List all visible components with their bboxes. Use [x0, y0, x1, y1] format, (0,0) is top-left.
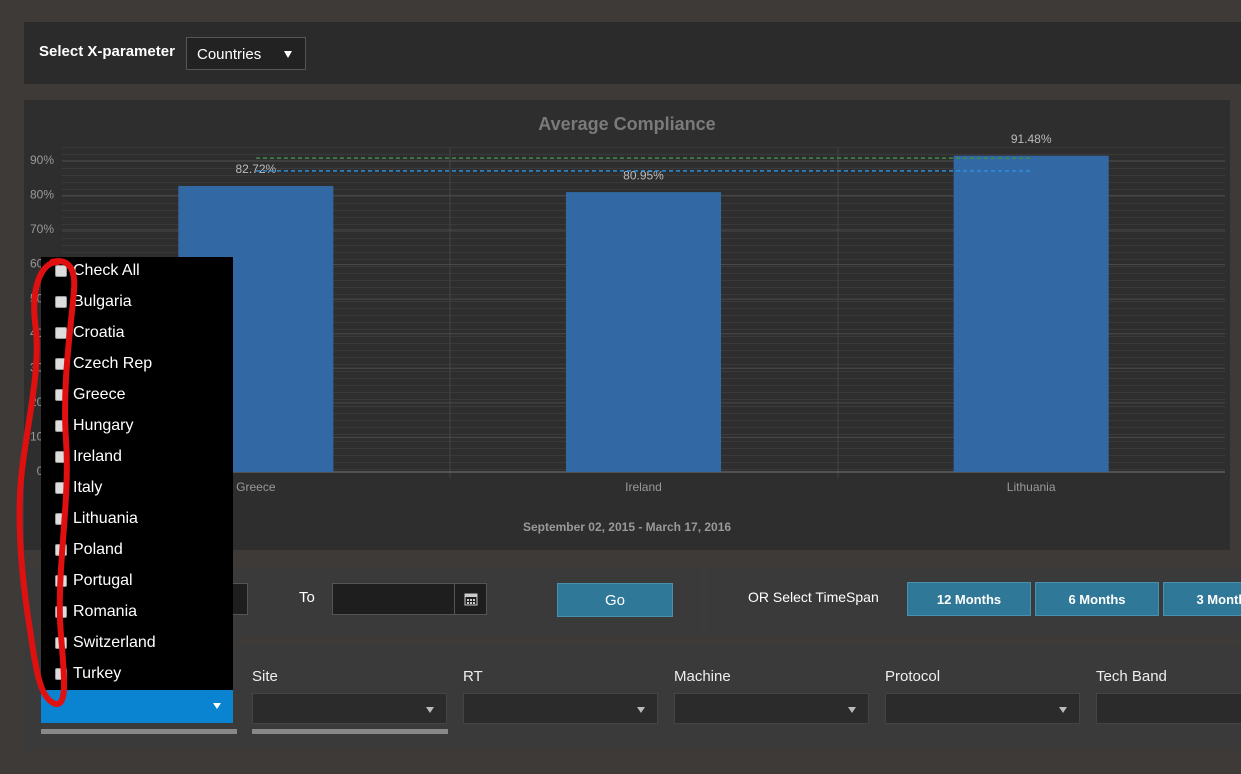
filter-label: RT: [463, 668, 483, 685]
dropdown-item[interactable]: Bulgaria: [55, 293, 132, 311]
checkbox[interactable]: [55, 544, 67, 556]
dropdown-item[interactable]: Italy: [55, 479, 102, 497]
value-label: 91.48%: [1011, 132, 1052, 146]
checkbox[interactable]: [55, 451, 67, 463]
select-arrow: [637, 707, 645, 713]
go-button[interactable]: Go: [557, 583, 673, 617]
checkbox[interactable]: [55, 327, 67, 339]
timespan-button[interactable]: 3 Months: [1163, 582, 1241, 616]
filter-select[interactable]: [252, 693, 447, 724]
select-underline: [252, 729, 448, 734]
top-bar: Select X-parameter Countries: [24, 22, 1241, 84]
item-label: Ireland: [73, 448, 122, 465]
value-label: 82.72%: [235, 162, 276, 176]
item-label: Czech Rep: [73, 355, 153, 372]
filter-select[interactable]: [674, 693, 869, 724]
dropdown-item[interactable]: Turkey: [55, 665, 121, 683]
dropdown-item[interactable]: Ireland: [55, 448, 122, 466]
select-arrow: [848, 707, 856, 713]
dropdown-item[interactable]: Switzerland: [55, 634, 156, 652]
x-tick-label: Ireland: [625, 480, 662, 494]
timespan-button[interactable]: 12 Months: [907, 582, 1031, 616]
timespan-button[interactable]: 6 Months: [1035, 582, 1159, 616]
filter-select[interactable]: [463, 693, 658, 724]
timespan-label: OR Select TimeSpan: [748, 589, 879, 605]
x-parameter-label: Select X-parameter: [39, 43, 175, 60]
calendar-button[interactable]: [454, 584, 486, 614]
y-tick-label: 70%: [30, 222, 54, 236]
to-date-input[interactable]: [332, 583, 487, 615]
dropdown-item[interactable]: Croatia: [55, 324, 125, 342]
filter-label: Site: [252, 668, 278, 685]
checkbox[interactable]: [55, 420, 67, 432]
checkbox[interactable]: [55, 358, 67, 370]
bar: [953, 155, 1109, 472]
to-label: To: [299, 589, 315, 606]
item-label: Portugal: [73, 572, 133, 589]
filter-select[interactable]: [1096, 693, 1241, 724]
filter-label: Tech Band: [1096, 668, 1167, 685]
dropdown-item[interactable]: Lithuania: [55, 510, 138, 528]
checkbox[interactable]: [55, 606, 67, 618]
select-arrow: [213, 703, 221, 709]
dropdown-item[interactable]: Portugal: [55, 572, 133, 590]
checkbox[interactable]: [55, 389, 67, 401]
select-arrow: [426, 707, 434, 713]
dropdown-item[interactable]: Greece: [55, 386, 125, 404]
dropdown-item[interactable]: Hungary: [55, 417, 133, 435]
calendar-button[interactable]: [231, 584, 247, 614]
checkbox[interactable]: [55, 668, 67, 680]
chart-title: Average Compliance: [538, 114, 715, 134]
dropdown-item[interactable]: Czech Rep: [55, 355, 152, 373]
filter-panel: Site RT Machine Protocol Tech Band: [24, 645, 1241, 750]
item-label: Bulgaria: [73, 293, 132, 310]
dropdown-item[interactable]: Romania: [55, 603, 137, 621]
country-dropdown: Check All Bulgaria Croatia Czech Rep Greece H…: [41, 257, 233, 690]
item-label: Turkey: [73, 665, 122, 682]
timespan-panel: OR Select TimeSpan 12 Months 6 Months 3 …: [706, 568, 1241, 638]
select-arrow: [284, 51, 292, 58]
value-label: 80.95%: [623, 168, 664, 182]
filter-label: Protocol: [885, 668, 941, 685]
dropdown-item[interactable]: Check All: [55, 262, 140, 280]
item-label: Switzerland: [73, 634, 156, 651]
checkbox[interactable]: [55, 637, 67, 649]
filter-select[interactable]: [885, 693, 1080, 724]
item-label: Greece: [73, 386, 126, 403]
checkbox[interactable]: [55, 575, 67, 587]
country-select[interactable]: [41, 690, 233, 723]
date-caption: September 02, 2015 - March 17, 2016: [523, 520, 731, 534]
checkbox[interactable]: [55, 296, 67, 308]
item-label: Croatia: [73, 324, 125, 341]
item-label: Italy: [73, 479, 103, 496]
select-underline: [41, 729, 237, 734]
checkbox[interactable]: [55, 513, 67, 525]
filter-label: Machine: [674, 668, 731, 685]
checkbox[interactable]: [55, 482, 67, 494]
x-tick-label: Lithuania: [1007, 480, 1056, 494]
item-label: Lithuania: [73, 510, 138, 527]
item-label: Romania: [73, 603, 138, 620]
select-value: Countries: [197, 46, 262, 63]
dropdown-item[interactable]: Poland: [55, 541, 123, 559]
item-label: Check All: [73, 262, 140, 279]
y-tick-label: 80%: [30, 188, 54, 202]
x-tick-label: Greece: [236, 480, 276, 494]
item-label: Poland: [73, 541, 123, 558]
x-parameter-select[interactable]: Countries: [186, 37, 306, 70]
select-arrow: [1059, 707, 1067, 713]
y-tick-label: 90%: [30, 153, 54, 167]
item-label: Hungary: [73, 417, 134, 434]
calendar-icon: [464, 593, 477, 606]
bar: [565, 192, 722, 472]
checkbox[interactable]: [55, 265, 67, 277]
